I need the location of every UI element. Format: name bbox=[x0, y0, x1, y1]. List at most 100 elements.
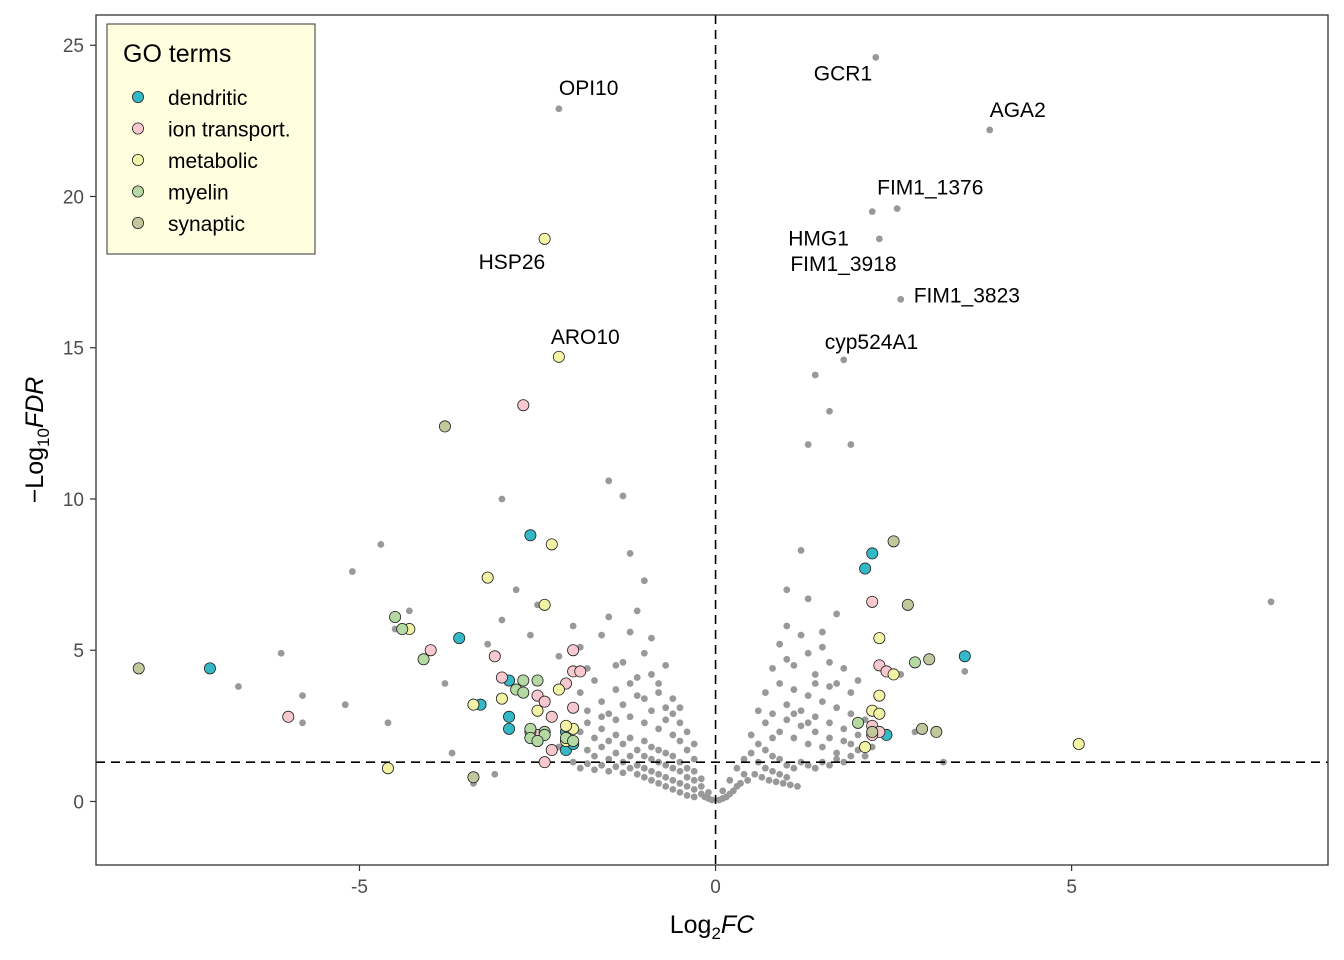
background-point bbox=[576, 689, 584, 696]
background-point bbox=[655, 770, 662, 778]
background-point bbox=[662, 749, 670, 757]
point-metabolic bbox=[552, 683, 565, 696]
background-point bbox=[690, 793, 698, 801]
background-point bbox=[797, 722, 805, 730]
background-point bbox=[605, 710, 613, 718]
background-point bbox=[348, 568, 356, 575]
background-point bbox=[804, 441, 812, 448]
background-point bbox=[612, 763, 620, 771]
background-point bbox=[690, 767, 698, 775]
legend-title: GO terms bbox=[123, 40, 231, 68]
point-dendritic bbox=[453, 632, 466, 645]
point-metabolic bbox=[545, 538, 558, 551]
background-point bbox=[598, 761, 606, 769]
background-point bbox=[690, 785, 698, 793]
background-point bbox=[484, 640, 492, 648]
background-point bbox=[640, 764, 648, 772]
background-point bbox=[826, 658, 833, 666]
background-point bbox=[804, 649, 812, 657]
background-point bbox=[676, 779, 684, 787]
background-point bbox=[811, 728, 819, 736]
background-point bbox=[762, 746, 769, 754]
background-point bbox=[626, 680, 634, 687]
background-point bbox=[662, 782, 670, 790]
background-point bbox=[341, 701, 349, 709]
background-point bbox=[676, 767, 684, 775]
point-metabolic bbox=[873, 707, 886, 720]
background-point bbox=[626, 764, 634, 772]
background-point bbox=[683, 728, 691, 736]
background-point bbox=[961, 668, 969, 675]
point-metabolic bbox=[1072, 738, 1085, 751]
background-point bbox=[626, 734, 634, 742]
background-point bbox=[626, 752, 634, 760]
background-point bbox=[626, 628, 634, 636]
point-ion-transport bbox=[488, 650, 501, 663]
background-point bbox=[797, 631, 805, 639]
background-point bbox=[854, 677, 862, 684]
legend-label: ion transport. bbox=[168, 119, 291, 142]
background-point bbox=[776, 755, 784, 763]
background-point bbox=[598, 698, 606, 706]
legend-label: metabolic bbox=[168, 150, 258, 173]
point-synaptic bbox=[438, 420, 451, 433]
background-point bbox=[683, 792, 691, 799]
background-point bbox=[619, 769, 627, 777]
point-ion-transport bbox=[538, 756, 551, 769]
y-tick-label: 5 bbox=[73, 641, 84, 662]
background-point bbox=[833, 680, 841, 687]
background-point bbox=[804, 740, 812, 748]
background-point bbox=[762, 689, 769, 696]
background-point bbox=[818, 743, 826, 751]
background-point bbox=[619, 492, 627, 500]
point-ion-transport bbox=[517, 399, 530, 412]
point-myelin bbox=[517, 674, 530, 687]
background-point bbox=[754, 740, 762, 748]
background-point bbox=[669, 785, 677, 793]
x-axis: -5 0 5 bbox=[351, 865, 1077, 898]
legend-label: dendritic bbox=[168, 87, 247, 110]
background-point bbox=[797, 547, 805, 554]
background-point bbox=[804, 692, 812, 700]
gene-label: HSP26 bbox=[479, 251, 546, 274]
background-point bbox=[708, 796, 716, 804]
point-metabolic bbox=[873, 689, 886, 702]
point-dendritic bbox=[503, 710, 516, 723]
background-point bbox=[833, 610, 841, 618]
legend-items: dendritic ion transport. metabolic myelin sy… bbox=[131, 87, 291, 236]
point-dendritic bbox=[866, 547, 879, 560]
background-point bbox=[662, 716, 670, 724]
background-point bbox=[826, 719, 833, 727]
point-myelin bbox=[517, 686, 530, 699]
background-point bbox=[669, 695, 677, 703]
background-point bbox=[697, 775, 705, 783]
background-point bbox=[783, 622, 791, 630]
background-point bbox=[854, 731, 862, 739]
background-point bbox=[612, 749, 620, 757]
point-synaptic bbox=[901, 598, 914, 611]
legend-marker bbox=[131, 153, 144, 166]
background-point bbox=[715, 796, 723, 804]
background-point bbox=[583, 760, 591, 768]
y-tick-label: 25 bbox=[63, 36, 84, 57]
legend-label: myelin bbox=[168, 182, 229, 205]
point-metabolic bbox=[481, 571, 494, 584]
point-ion-transport bbox=[495, 671, 508, 684]
background-point bbox=[790, 734, 798, 742]
background-point bbox=[847, 689, 855, 696]
background-point bbox=[648, 707, 655, 715]
background-point bbox=[683, 764, 691, 772]
background-point bbox=[640, 695, 648, 703]
gene-point bbox=[893, 205, 901, 212]
legend-marker bbox=[131, 91, 144, 104]
point-metabolic bbox=[859, 741, 872, 754]
y-axis: 0 5 10 15 20 25 bbox=[63, 36, 96, 813]
background-point bbox=[648, 755, 655, 763]
background-point bbox=[405, 607, 413, 615]
background-point bbox=[779, 779, 787, 787]
gene-label: AGA2 bbox=[990, 99, 1046, 122]
background-point bbox=[591, 752, 598, 760]
background-point bbox=[640, 719, 648, 727]
point-myelin bbox=[851, 716, 864, 729]
